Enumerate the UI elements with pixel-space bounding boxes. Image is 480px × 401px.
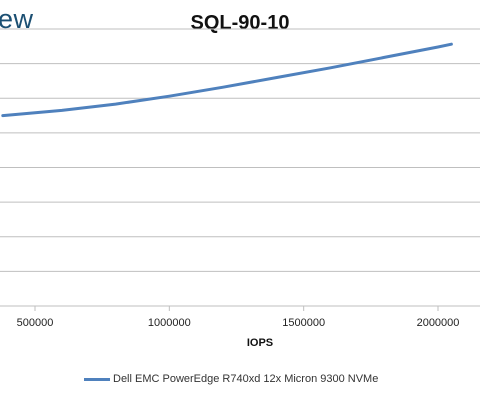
x-tick-label: 2000000: [417, 317, 460, 329]
x-tick-label: 500000: [17, 317, 54, 329]
x-tick-label: 1500000: [282, 317, 325, 329]
x-tick-labels: 500000 1000000 1500000 2000000: [17, 317, 460, 329]
series-lines: [1, 42, 453, 118]
x-tick-label: 1000000: [148, 317, 191, 329]
legend: Dell EMC PowerEdge R740xd 12x Micron 930…: [84, 373, 378, 385]
x-axis-title: IOPS: [246, 337, 274, 349]
legend-swatch: [84, 377, 110, 381]
series-line: [1, 42, 453, 118]
x-tick-marks: [34, 306, 439, 311]
legend-label: Dell EMC PowerEdge R740xd 12x Micron 930…: [113, 373, 379, 385]
gridlines: [0, 28, 480, 272]
